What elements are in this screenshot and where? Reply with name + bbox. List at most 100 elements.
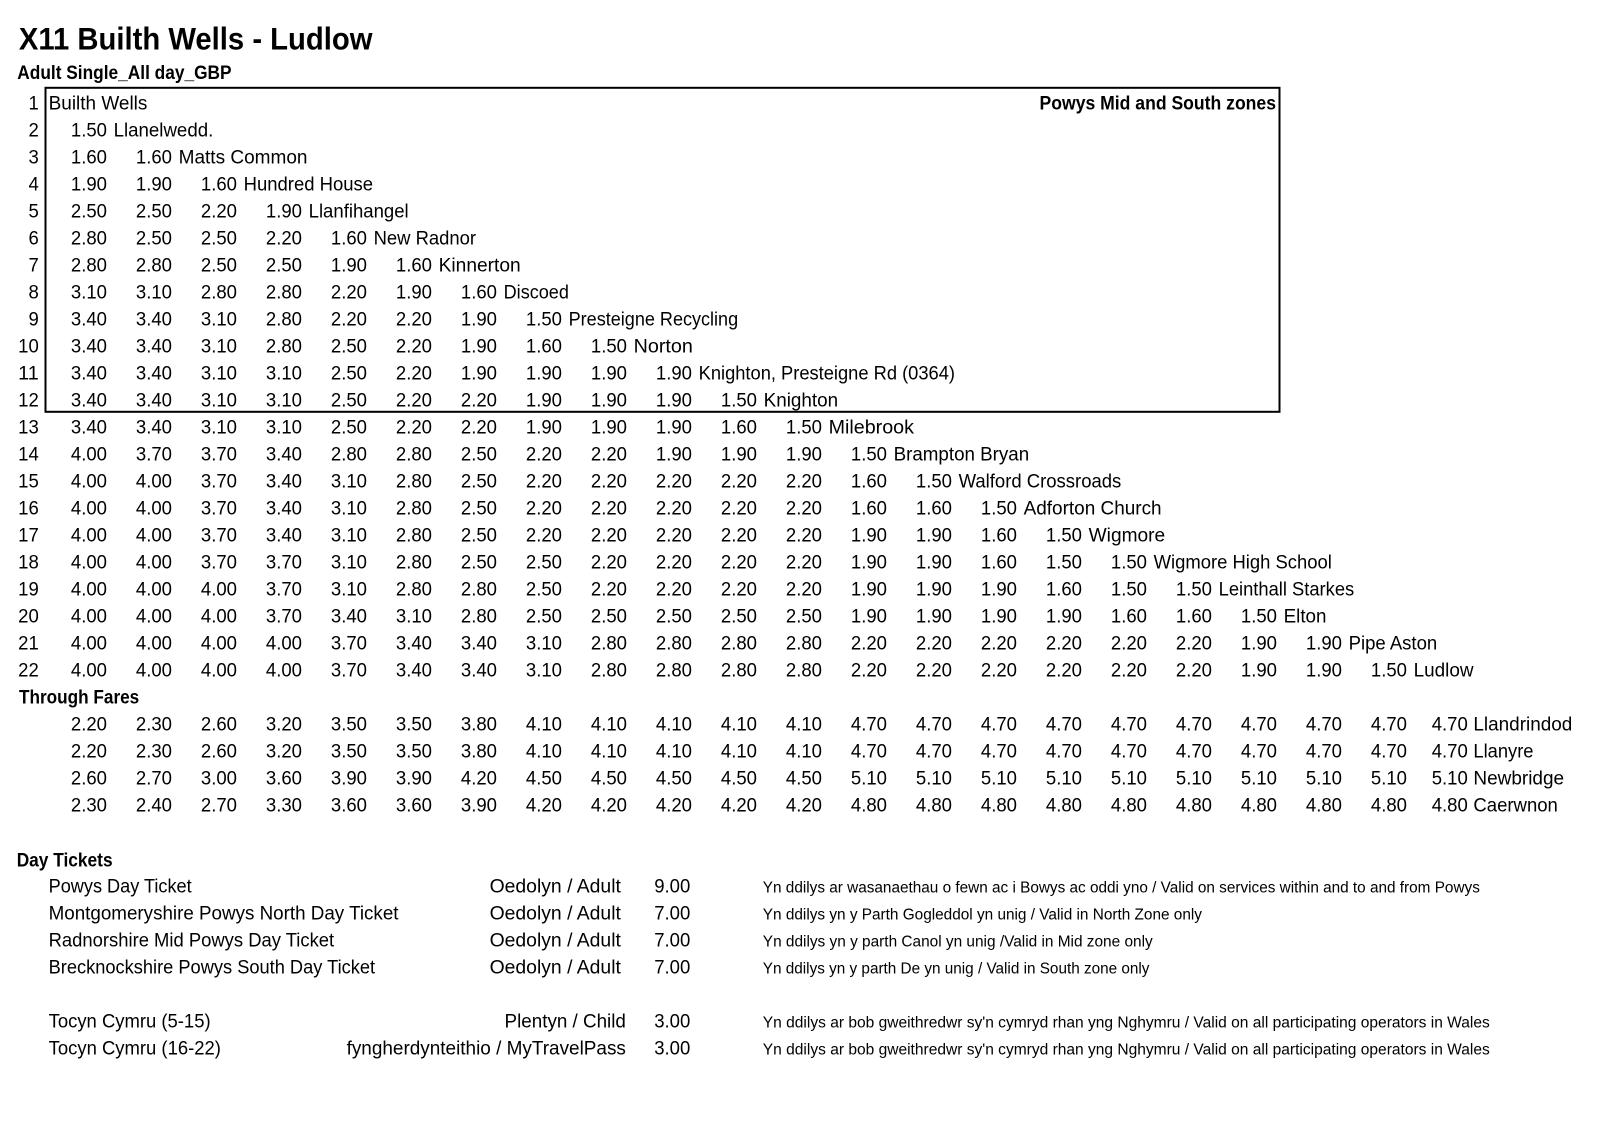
svg-text:1.90: 1.90 — [396, 283, 432, 304]
svg-text:Adult Single_All day_GBP: Adult Single_All day_GBP — [17, 63, 231, 84]
svg-text:4.70: 4.70 — [1111, 742, 1147, 763]
svg-text:3.40: 3.40 — [71, 391, 107, 412]
svg-text:2.20: 2.20 — [591, 580, 627, 601]
svg-text:2.20: 2.20 — [71, 742, 107, 763]
svg-text:4.00: 4.00 — [136, 472, 172, 493]
svg-text:3.40: 3.40 — [461, 661, 497, 682]
svg-text:3.40: 3.40 — [136, 391, 172, 412]
svg-text:9.00: 9.00 — [654, 877, 690, 898]
svg-text:2.20: 2.20 — [526, 526, 562, 547]
svg-text:Milebrook: Milebrook — [829, 418, 915, 439]
svg-text:2.50: 2.50 — [656, 607, 692, 628]
svg-text:16: 16 — [18, 499, 39, 520]
svg-text:2.20: 2.20 — [786, 526, 822, 547]
svg-text:3.10: 3.10 — [201, 364, 237, 385]
svg-text:X11 Builth Wells - Ludlow: X11 Builth Wells - Ludlow — [19, 22, 373, 57]
svg-text:4.00: 4.00 — [201, 634, 237, 655]
svg-text:1.90: 1.90 — [981, 580, 1017, 601]
svg-text:2.50: 2.50 — [461, 526, 497, 547]
svg-text:Tocyn Cymru (5-15): Tocyn Cymru (5-15) — [49, 1012, 211, 1033]
svg-text:4.80: 4.80 — [1241, 796, 1277, 817]
svg-text:1.50: 1.50 — [1176, 580, 1212, 601]
svg-text:3.50: 3.50 — [396, 715, 432, 736]
svg-text:2.20: 2.20 — [591, 472, 627, 493]
svg-text:2.80: 2.80 — [591, 634, 627, 655]
svg-text:1.50: 1.50 — [1046, 526, 1082, 547]
svg-text:3.10: 3.10 — [266, 391, 302, 412]
svg-text:3.40: 3.40 — [136, 418, 172, 439]
svg-text:1.50: 1.50 — [1241, 607, 1277, 628]
svg-text:2.50: 2.50 — [786, 607, 822, 628]
svg-text:2.80: 2.80 — [656, 634, 692, 655]
svg-text:2.20: 2.20 — [591, 499, 627, 520]
svg-text:3.00: 3.00 — [654, 1012, 690, 1033]
svg-text:4.00: 4.00 — [201, 580, 237, 601]
svg-text:3.40: 3.40 — [71, 418, 107, 439]
svg-text:2.20: 2.20 — [1111, 634, 1147, 655]
svg-text:2.20: 2.20 — [396, 310, 432, 331]
svg-text:4.50: 4.50 — [656, 769, 692, 790]
svg-text:1.60: 1.60 — [916, 499, 952, 520]
svg-text:5.10: 5.10 — [1432, 769, 1468, 790]
svg-text:1.60: 1.60 — [526, 337, 562, 358]
svg-text:Walford Crossroads: Walford Crossroads — [959, 472, 1122, 493]
svg-text:4.00: 4.00 — [71, 607, 107, 628]
svg-text:1.50: 1.50 — [1371, 661, 1407, 682]
svg-text:2.50: 2.50 — [201, 256, 237, 277]
svg-text:4.00: 4.00 — [201, 661, 237, 682]
svg-text:2.80: 2.80 — [71, 229, 107, 250]
svg-text:2.50: 2.50 — [526, 580, 562, 601]
svg-text:1.60: 1.60 — [851, 499, 887, 520]
svg-text:4.20: 4.20 — [526, 796, 562, 817]
svg-text:3.10: 3.10 — [526, 634, 562, 655]
svg-text:Oedolyn / Adult: Oedolyn / Adult — [490, 931, 622, 952]
svg-text:6: 6 — [28, 229, 38, 250]
svg-text:2.20: 2.20 — [1111, 661, 1147, 682]
svg-text:1.90: 1.90 — [266, 202, 302, 223]
svg-text:2.20: 2.20 — [721, 499, 757, 520]
svg-text:Llanyre: Llanyre — [1473, 742, 1533, 763]
svg-text:2.40: 2.40 — [136, 796, 172, 817]
svg-text:21: 21 — [18, 634, 39, 655]
svg-text:Kinnerton: Kinnerton — [439, 256, 521, 277]
svg-text:3.60: 3.60 — [396, 796, 432, 817]
svg-text:2.20: 2.20 — [721, 553, 757, 574]
svg-text:2.80: 2.80 — [396, 499, 432, 520]
svg-text:Elton: Elton — [1284, 607, 1327, 628]
svg-text:2.20: 2.20 — [851, 634, 887, 655]
svg-text:4.20: 4.20 — [721, 796, 757, 817]
svg-text:3.40: 3.40 — [266, 445, 302, 466]
svg-text:2.20: 2.20 — [396, 364, 432, 385]
svg-text:3.10: 3.10 — [526, 661, 562, 682]
svg-text:3.40: 3.40 — [266, 526, 302, 547]
svg-text:3.70: 3.70 — [331, 634, 367, 655]
svg-text:13: 13 — [18, 418, 39, 439]
svg-text:3.90: 3.90 — [461, 796, 497, 817]
svg-text:5.10: 5.10 — [851, 769, 887, 790]
svg-text:4.80: 4.80 — [1046, 796, 1082, 817]
svg-text:1.50: 1.50 — [916, 472, 952, 493]
svg-text:3: 3 — [28, 148, 38, 169]
svg-text:4.80: 4.80 — [1371, 796, 1407, 817]
svg-text:Oedolyn / Adult: Oedolyn / Adult — [490, 904, 622, 925]
svg-text:4.70: 4.70 — [1046, 742, 1082, 763]
svg-text:2.20: 2.20 — [71, 715, 107, 736]
svg-text:3.40: 3.40 — [266, 472, 302, 493]
svg-text:1.60: 1.60 — [981, 553, 1017, 574]
svg-text:5.10: 5.10 — [1111, 769, 1147, 790]
svg-text:4.80: 4.80 — [1432, 796, 1468, 817]
svg-text:2.20: 2.20 — [981, 634, 1017, 655]
svg-text:1.90: 1.90 — [1241, 661, 1277, 682]
svg-text:2.70: 2.70 — [201, 796, 237, 817]
svg-text:1.50: 1.50 — [1046, 553, 1082, 574]
svg-text:2.20: 2.20 — [851, 661, 887, 682]
svg-text:2.80: 2.80 — [396, 526, 432, 547]
svg-text:2.20: 2.20 — [721, 580, 757, 601]
svg-text:2.50: 2.50 — [331, 337, 367, 358]
svg-text:2.50: 2.50 — [591, 607, 627, 628]
svg-text:3.70: 3.70 — [266, 580, 302, 601]
svg-text:1.50: 1.50 — [591, 337, 627, 358]
svg-text:4.70: 4.70 — [1176, 715, 1212, 736]
svg-text:4.00: 4.00 — [136, 580, 172, 601]
svg-text:3.90: 3.90 — [331, 769, 367, 790]
